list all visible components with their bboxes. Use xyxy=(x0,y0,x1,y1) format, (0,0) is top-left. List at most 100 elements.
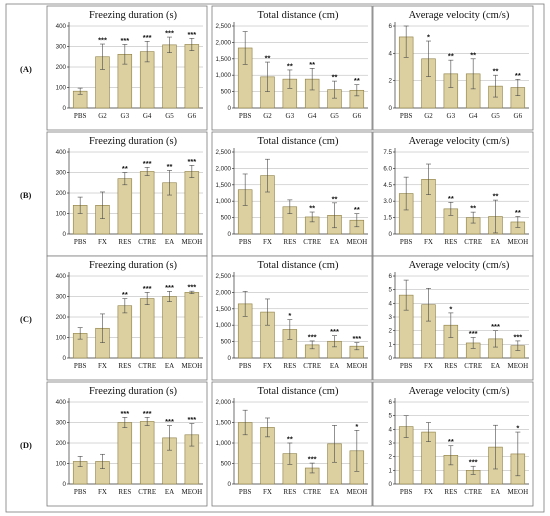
x-tick-label: G6 xyxy=(514,112,523,120)
x-tick-label: CTRE xyxy=(303,238,321,246)
x-tick-label: RES xyxy=(118,488,131,496)
y-tick-label: 300 xyxy=(56,420,67,427)
x-tick-label: PBS xyxy=(400,362,413,370)
y-tick-label: 6 xyxy=(389,23,393,30)
significance-marker: ** xyxy=(309,60,315,69)
y-tick-label: 100 xyxy=(56,211,67,218)
y-tick-label: 6 xyxy=(389,399,393,406)
y-tick-label: 0 xyxy=(389,231,393,238)
significance-marker: *** xyxy=(120,409,129,418)
significance-marker: *** xyxy=(187,157,196,166)
y-tick-label: 2,000 xyxy=(216,165,232,172)
y-tick-label: 2,000 xyxy=(216,289,232,296)
significance-marker: *** xyxy=(143,284,152,293)
significance-marker: *** xyxy=(120,36,129,45)
x-tick-label: RES xyxy=(444,238,457,246)
y-tick-label: 3.0 xyxy=(383,198,392,205)
x-tick-label: RES xyxy=(283,238,296,246)
y-tick-label: 1,000 xyxy=(216,198,232,205)
chart-panel: Total distance (cm) 0 500 1,000 1,500 2,000 2,… xyxy=(211,255,373,381)
y-tick-label: 1 xyxy=(389,467,393,474)
x-tick-label: PBS xyxy=(400,488,413,496)
x-tick-label: G4 xyxy=(143,112,152,120)
chart-panel: Average velocity (cm/s) 0 2 4 6 PBS * G2 ** G3 ** G… xyxy=(372,5,534,131)
x-tick-label: G4 xyxy=(469,112,478,120)
significance-marker: ** xyxy=(470,204,476,213)
x-tick-label: EA xyxy=(330,362,339,370)
x-tick-label: PBS xyxy=(74,488,87,496)
significance-marker: *** xyxy=(165,417,174,426)
y-tick-label: 2 xyxy=(389,328,393,335)
y-tick-label: 4 xyxy=(389,426,393,433)
panel-frame xyxy=(46,5,208,131)
significance-marker: * xyxy=(355,422,358,431)
significance-marker: *** xyxy=(165,29,174,38)
x-tick-label: PBS xyxy=(400,238,413,246)
x-tick-label: MEOH xyxy=(347,488,368,496)
significance-marker: ** xyxy=(354,205,360,214)
chart-title: Total distance (cm) xyxy=(258,136,339,147)
y-tick-label: 500 xyxy=(221,339,232,346)
significance-marker: *** xyxy=(187,30,196,39)
significance-marker: *** xyxy=(187,283,196,292)
chart-title: Freezing duration (s) xyxy=(89,136,178,147)
x-tick-label: MEOH xyxy=(347,362,368,370)
y-tick-label: 200 xyxy=(56,64,67,71)
x-tick-label: PBS xyxy=(239,112,252,120)
significance-marker: ** xyxy=(515,71,521,80)
y-tick-label: 6 xyxy=(389,273,393,280)
significance-marker: ** xyxy=(493,67,499,76)
y-tick-label: 1,000 xyxy=(216,440,232,447)
y-tick-label: 2,500 xyxy=(216,23,232,30)
x-tick-label: MEOH xyxy=(508,238,529,246)
x-tick-label: EA xyxy=(165,488,174,496)
y-tick-label: 0 xyxy=(63,481,67,488)
y-tick-label: 1,500 xyxy=(216,182,232,189)
chart-title: Total distance (cm) xyxy=(258,386,339,397)
chart-panel: Total distance (cm) 0 500 1,000 1,500 2,000 2,… xyxy=(211,5,373,131)
y-tick-label: 0 xyxy=(63,355,67,362)
y-tick-label: 3 xyxy=(389,314,393,321)
chart-panel: Freezing duration (s) 0 100 200 300 400 PBS FX *… xyxy=(46,255,208,381)
y-tick-label: 400 xyxy=(56,149,67,156)
row-label: (D) xyxy=(20,440,32,450)
y-tick-label: 0 xyxy=(228,105,232,112)
chart-panel: Total distance (cm) 0 500 1,000 1,500 2,000 PB… xyxy=(211,381,373,507)
x-tick-label: G6 xyxy=(188,112,197,120)
x-tick-label: G5 xyxy=(165,112,174,120)
significance-marker: *** xyxy=(143,33,152,42)
significance-marker: ** xyxy=(332,73,338,82)
y-tick-label: 1.5 xyxy=(383,215,392,222)
y-tick-label: 2,500 xyxy=(216,149,232,156)
significance-marker: *** xyxy=(308,455,317,464)
significance-marker: * xyxy=(427,33,430,42)
y-tick-label: 1,500 xyxy=(216,56,232,63)
chart-title: Average velocity (cm/s) xyxy=(409,260,510,271)
y-tick-label: 200 xyxy=(56,314,67,321)
bar xyxy=(162,296,177,359)
significance-marker: ** xyxy=(287,61,293,70)
x-tick-label: G5 xyxy=(330,112,339,120)
x-tick-label: RES xyxy=(118,238,131,246)
x-tick-label: G2 xyxy=(98,112,107,120)
x-tick-label: MEOH xyxy=(508,488,529,496)
x-tick-label: FX xyxy=(263,488,272,496)
y-tick-label: 5 xyxy=(389,287,393,294)
chart-title: Average velocity (cm/s) xyxy=(409,136,510,147)
x-tick-label: EA xyxy=(165,362,174,370)
significance-marker: *** xyxy=(491,322,500,331)
x-tick-label: EA xyxy=(491,362,500,370)
y-tick-label: 400 xyxy=(56,399,67,406)
chart-panel: Freezing duration (s) 0 100 200 300 400 PBS FX *… xyxy=(46,381,208,507)
x-tick-label: G4 xyxy=(308,112,317,120)
x-tick-label: MEOH xyxy=(182,238,203,246)
x-tick-label: EA xyxy=(165,238,174,246)
x-tick-label: FX xyxy=(263,238,272,246)
significance-marker: ** xyxy=(493,192,499,201)
y-tick-label: 100 xyxy=(56,335,67,342)
y-tick-label: 6.0 xyxy=(383,165,392,172)
significance-marker: *** xyxy=(513,332,522,341)
x-tick-label: G2 xyxy=(424,112,433,120)
y-tick-label: 400 xyxy=(56,23,67,30)
y-tick-label: 1,500 xyxy=(216,306,232,313)
